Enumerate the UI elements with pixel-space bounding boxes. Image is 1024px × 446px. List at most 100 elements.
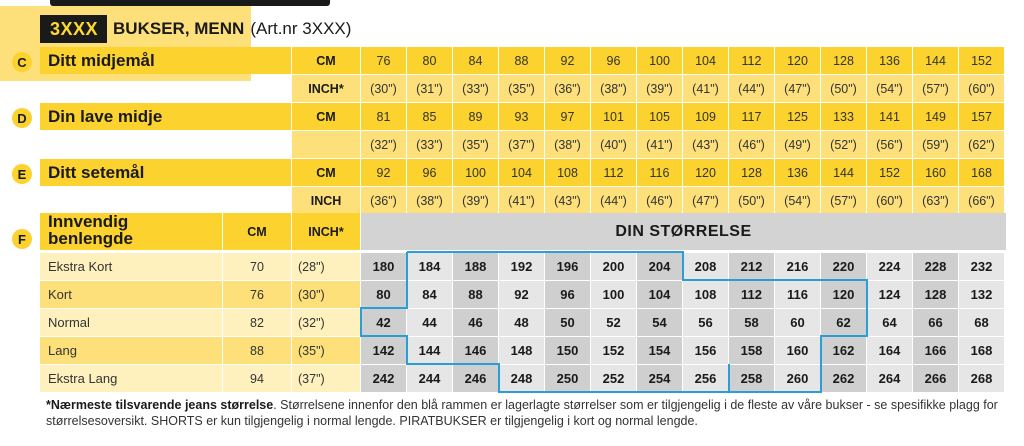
size-cell: 258 xyxy=(729,365,774,392)
measure-cell: 96 xyxy=(591,47,636,74)
size-cell: 216 xyxy=(775,253,820,280)
measure-cell: 136 xyxy=(775,159,820,186)
size-cell: 268 xyxy=(959,365,1004,392)
measure-cell: (50") xyxy=(821,75,866,102)
size-cell: 100 xyxy=(591,281,636,308)
measure-cell: 92 xyxy=(545,47,590,74)
size-cell: 196 xyxy=(545,253,590,280)
size-cell: 260 xyxy=(775,365,820,392)
size-cell: 66 xyxy=(913,309,958,336)
section-label: Ditt setemål xyxy=(40,159,291,186)
measure-cell: (35") xyxy=(453,131,498,158)
measure-cell: (41") xyxy=(637,131,682,158)
measure-cell: 120 xyxy=(683,159,728,186)
measure-cell: 144 xyxy=(913,47,958,74)
measure-cell: (30") xyxy=(361,75,406,102)
measure-cell: (31") xyxy=(407,75,452,102)
measure-cell: (43") xyxy=(683,131,728,158)
size-cell: 242 xyxy=(361,365,406,392)
measure-cell: (60") xyxy=(959,75,1004,102)
size-cell: 144 xyxy=(407,337,452,364)
measure-cell: (59") xyxy=(913,131,958,158)
section-letter-badge: F xyxy=(12,229,32,249)
size-cell: 254 xyxy=(637,365,682,392)
size-cell: 142 xyxy=(361,337,406,364)
size-cell: 158 xyxy=(729,337,774,364)
size-cell: 264 xyxy=(867,365,912,392)
size-cell: 42 xyxy=(361,309,406,336)
size-cell: 52 xyxy=(591,309,636,336)
section-letter-badge: D xyxy=(12,108,32,128)
measure-cell: 97 xyxy=(545,103,590,130)
measure-cell: 101 xyxy=(591,103,636,130)
measure-cell: 108 xyxy=(545,159,590,186)
inseam-row-label: Ekstra Kort xyxy=(40,253,222,280)
measure-cell: (44") xyxy=(729,75,774,102)
size-header: DIN STØRRELSE xyxy=(361,213,1006,250)
size-cell: 146 xyxy=(453,337,498,364)
size-cell: 104 xyxy=(637,281,682,308)
measure-cell: 116 xyxy=(637,159,682,186)
measure-cell: 96 xyxy=(407,159,452,186)
size-cell: 192 xyxy=(499,253,544,280)
measure-cell: 100 xyxy=(637,47,682,74)
measure-cell: 76 xyxy=(361,47,406,74)
measure-cell: 81 xyxy=(361,103,406,130)
measure-cell: 80 xyxy=(407,47,452,74)
measure-cell: (57") xyxy=(821,187,866,214)
measure-cell: (46") xyxy=(729,131,774,158)
inseam-label-line2: benlengde xyxy=(48,229,134,248)
unit-label: CM xyxy=(292,103,360,130)
stocked-sizes-outline xyxy=(360,251,868,393)
measure-cell: (56") xyxy=(867,131,912,158)
size-cell: 248 xyxy=(499,365,544,392)
section-label: Ditt midjemål xyxy=(40,47,291,74)
size-cell: 152 xyxy=(591,337,636,364)
size-cell: 180 xyxy=(361,253,406,280)
size-cell: 200 xyxy=(591,253,636,280)
size-cell: 184 xyxy=(407,253,452,280)
size-cell: 148 xyxy=(499,337,544,364)
measure-cell: (40") xyxy=(591,131,636,158)
measure-cell: 84 xyxy=(453,47,498,74)
article-number: (Art.nr 3XXX) xyxy=(250,19,352,38)
measure-cell: 85 xyxy=(407,103,452,130)
measure-cell: 120 xyxy=(775,47,820,74)
measure-cell: (57") xyxy=(913,75,958,102)
size-cell: 92 xyxy=(499,281,544,308)
size-cell: 62 xyxy=(821,309,866,336)
measure-cell: (38") xyxy=(545,131,590,158)
size-cell: 166 xyxy=(913,337,958,364)
measure-cell: 168 xyxy=(959,159,1004,186)
measure-cell: (47") xyxy=(775,75,820,102)
measure-cell: (43") xyxy=(545,187,590,214)
size-chart: Ditt midjemål C CM 76 80 84 88 92 96 100 104 112 120… xyxy=(0,0,1024,393)
measure-cell: 105 xyxy=(637,103,682,130)
measure-cell: (62") xyxy=(959,131,1004,158)
measure-cell: 152 xyxy=(959,47,1004,74)
size-cell: 150 xyxy=(545,337,590,364)
inseam-inch-cell: (30") xyxy=(292,281,360,308)
measure-cell: (49") xyxy=(775,131,820,158)
unit-label: CM xyxy=(292,159,360,186)
size-cell: 60 xyxy=(775,309,820,336)
size-cell: 164 xyxy=(867,337,912,364)
measure-cell: (54") xyxy=(775,187,820,214)
top-band xyxy=(0,0,1024,6)
inseam-inch-cell: (35") xyxy=(292,337,360,364)
measure-cell: 117 xyxy=(729,103,774,130)
size-cell: 212 xyxy=(729,253,774,280)
size-cell: 204 xyxy=(637,253,682,280)
measure-cell: (54") xyxy=(867,75,912,102)
measure-cell: (44") xyxy=(591,187,636,214)
size-cell: 250 xyxy=(545,365,590,392)
inseam-cm-cell: 82 xyxy=(223,309,291,336)
measure-cell: 128 xyxy=(821,47,866,74)
measure-cell: 149 xyxy=(913,103,958,130)
size-cell: 208 xyxy=(683,253,728,280)
measure-cell: 152 xyxy=(867,159,912,186)
measure-cell: 144 xyxy=(821,159,866,186)
measure-cell: (35") xyxy=(499,75,544,102)
measure-cell: 104 xyxy=(683,47,728,74)
